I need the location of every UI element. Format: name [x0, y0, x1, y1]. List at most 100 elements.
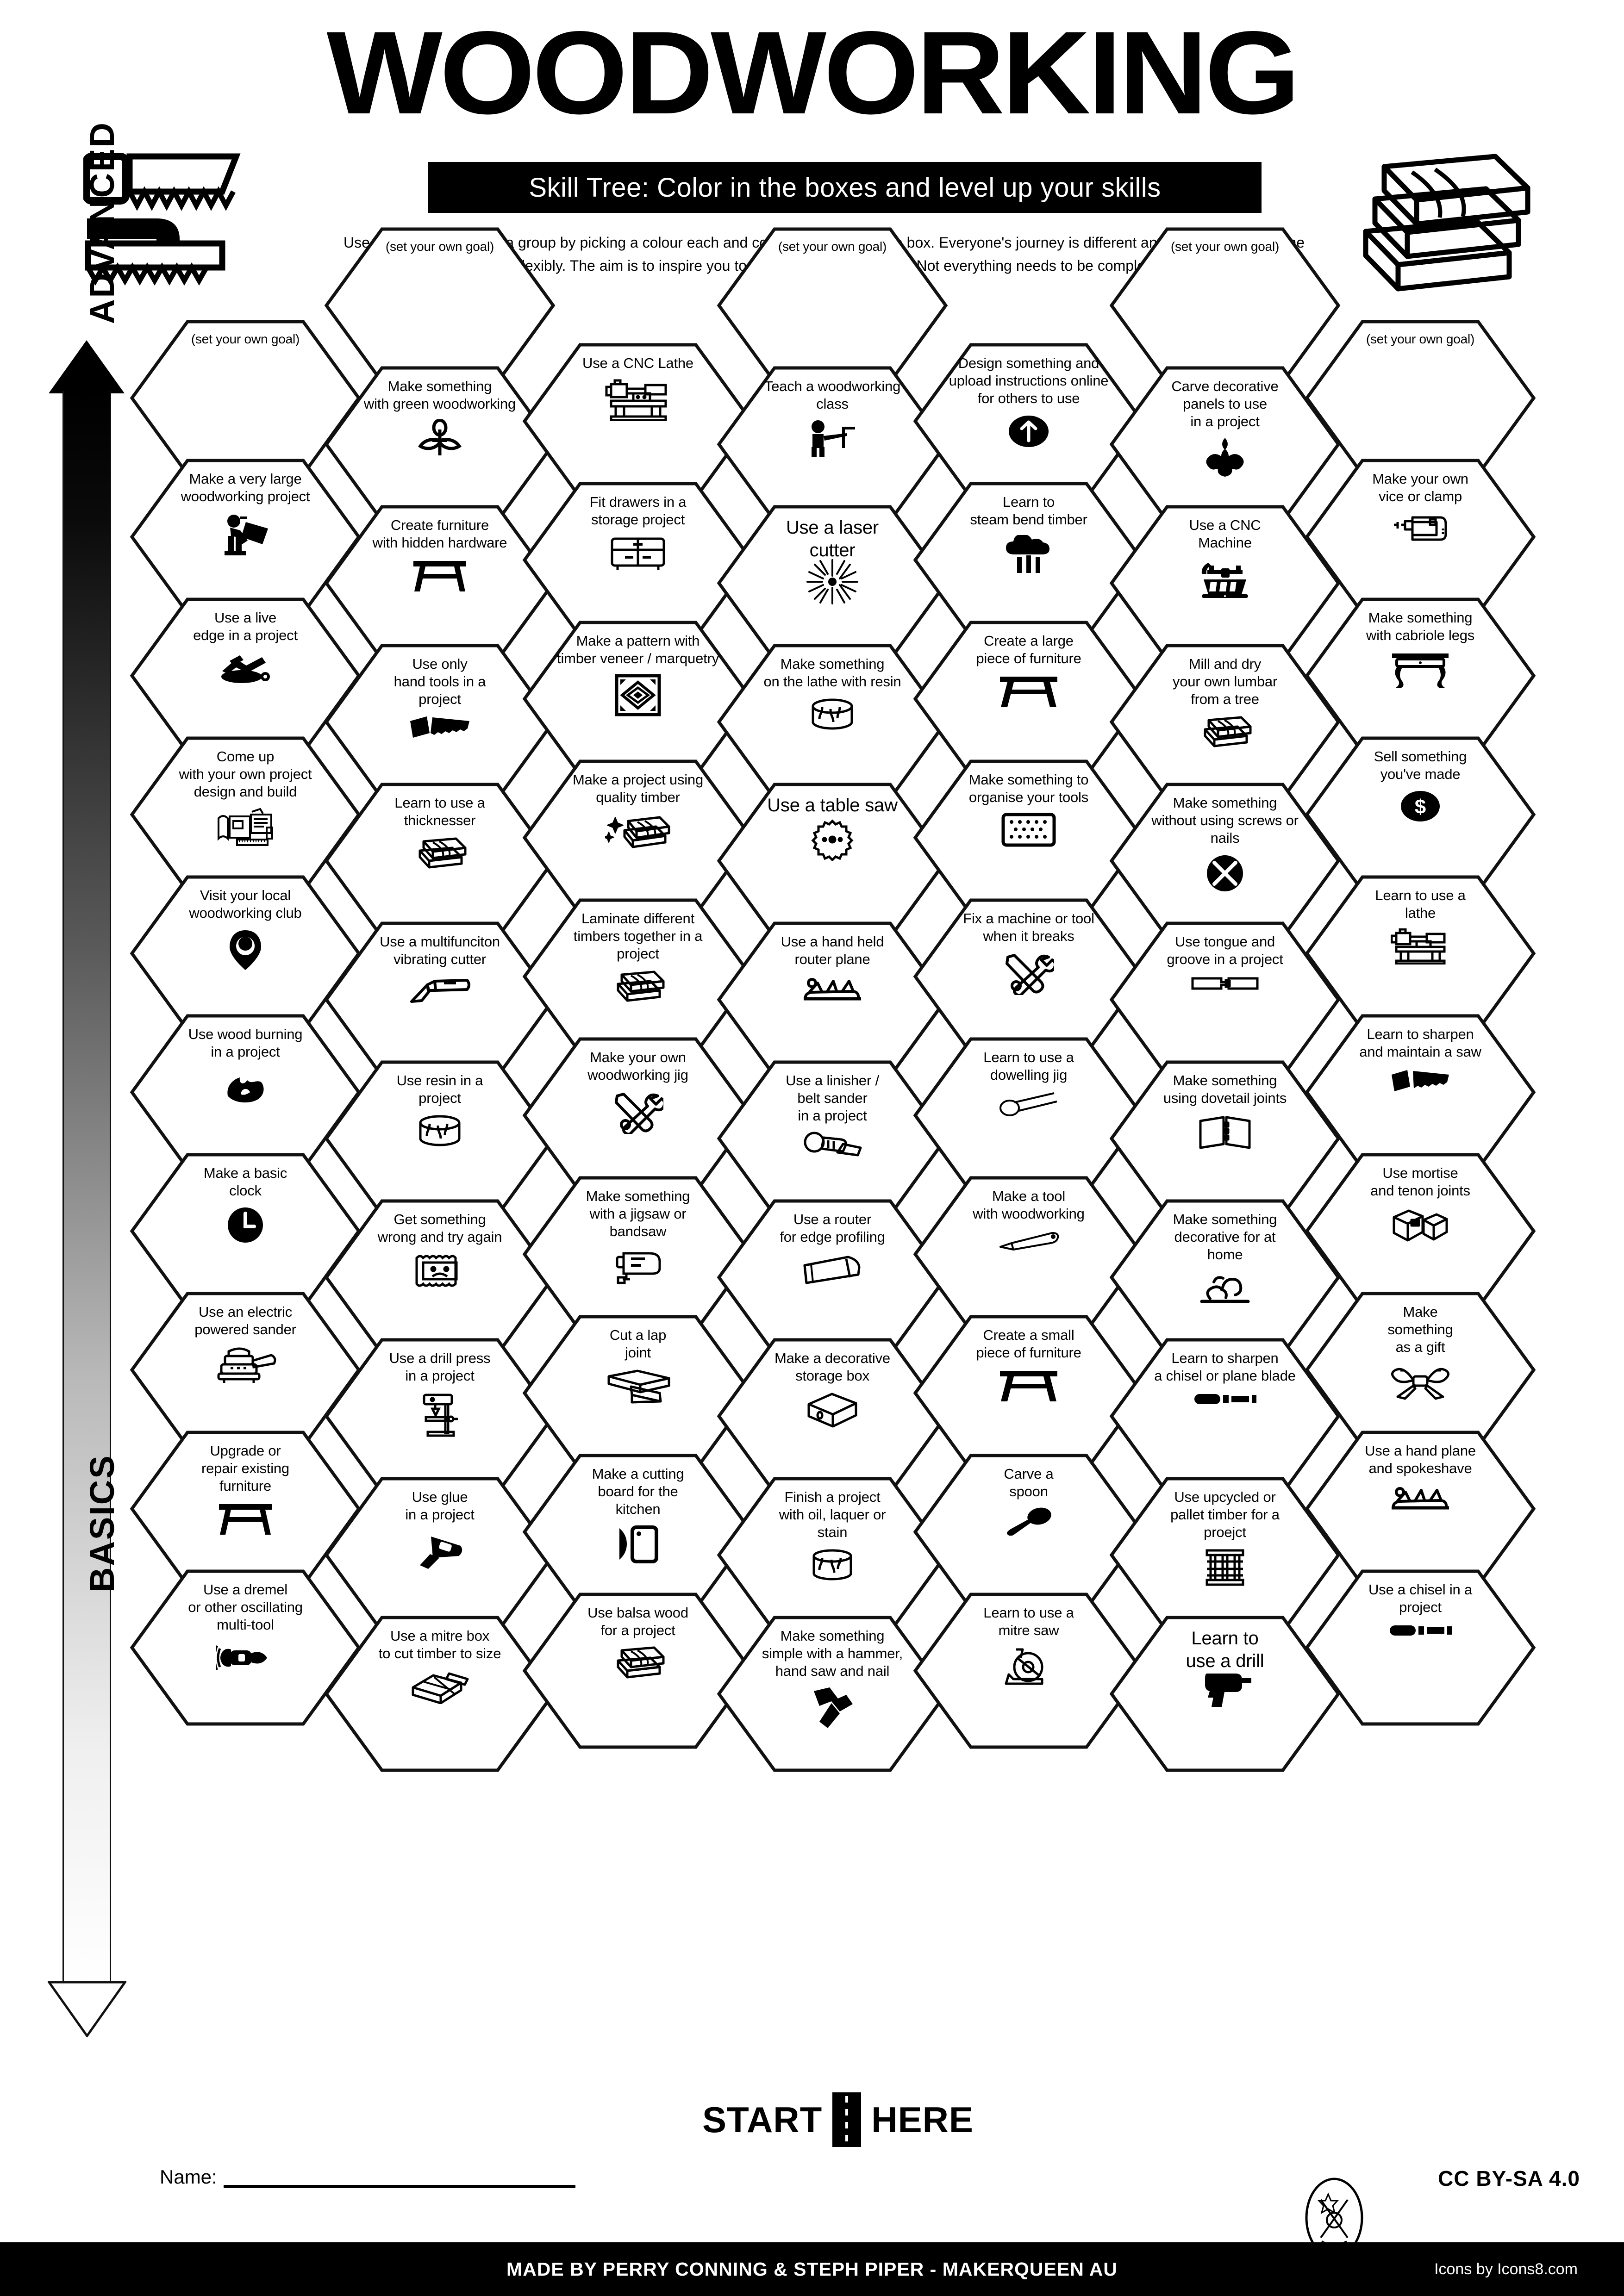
skill-hex-c3-r5[interactable]: Use a hand held router plane [717, 921, 948, 1078]
skill-hex-c3-r9[interactable]: Finish a project with oil, laquer or stain [717, 1476, 948, 1634]
skill-hex-c1-r4[interactable]: Learn to use a thicknesser [324, 782, 556, 940]
skill-hex-c1-r1[interactable]: Make something with green woodworking [324, 366, 556, 523]
here-label: HERE [871, 2099, 974, 2140]
skill-hex-c2-r1[interactable]: Fit drawers in a storage project [522, 481, 754, 639]
skill-hex-c4-r6[interactable]: Make a tool with woodworking [913, 1176, 1144, 1333]
name-input-line[interactable] [223, 2184, 575, 2188]
skill-hex-c3-r10[interactable]: Make something simple with a hammer, hand … [717, 1615, 948, 1773]
saw-blade-icon [717, 818, 948, 861]
bench-icon [130, 1501, 361, 1536]
skill-label: Make a project using quality timber [572, 772, 704, 805]
skill-label: Use a mitre box to cut timber to size [378, 1628, 501, 1661]
timber-stack-icon [1343, 148, 1537, 294]
skill-hex-c5-r7[interactable]: Make something decorative for at home [1109, 1199, 1341, 1356]
flame-icon [130, 1067, 361, 1105]
skill-label: Use a live edge in a project [193, 610, 298, 643]
skill-hex-c5-r4[interactable]: Make something without using screws or nai… [1109, 782, 1341, 940]
skill-hex-c0-r4[interactable]: Visit your local woodworking club [130, 875, 361, 1032]
drill-icon [1109, 1669, 1341, 1708]
skill-label: Make a very large woodworking project [181, 471, 310, 504]
skill-label: Make something as a gift [1387, 1304, 1453, 1355]
skill-label: Design something and upload instructions … [949, 355, 1109, 406]
hexagon-outline [913, 1593, 1144, 1749]
skill-hex-c6-r3[interactable]: Sell something you've made $ [1305, 736, 1536, 893]
skill-label: Use resin in a project [396, 1072, 483, 1106]
map-pin-icon [130, 928, 361, 972]
glue-gun-icon [324, 1530, 556, 1570]
hexagon-outline [324, 1616, 556, 1772]
skill-hex-c3-r6[interactable]: Use a linisher / belt sander in a project [717, 1060, 948, 1217]
chisel-icon [1305, 1623, 1536, 1638]
skill-hex-c3-r0[interactable]: (set your own goal) [717, 227, 948, 384]
skill-label: Use balsa wood for a project [587, 1605, 688, 1638]
name-field-row[interactable]: Name: [160, 2166, 575, 2188]
skill-hex-c2-r9[interactable]: Use balsa wood for a project [522, 1592, 754, 1749]
handsaw-icon [82, 153, 301, 289]
skill-hex-c5-r2[interactable]: Use a CNC Machine [1109, 504, 1341, 662]
skill-label: Use a drill press in a project [389, 1350, 491, 1384]
skill-hex-c0-r5[interactable]: Use wood burning in a project [130, 1014, 361, 1171]
skill-hex-c3-r4[interactable]: Use a table saw [717, 782, 948, 940]
skill-label: Come up with your own project design and b… [179, 748, 312, 800]
skill-hex-c6-r7[interactable]: Make something as a gift [1305, 1291, 1536, 1449]
arrow-down-icon [48, 1981, 126, 2037]
skill-hex-c0-r7[interactable]: Use an electric powered sander [130, 1291, 361, 1449]
skill-hex-c3-r8[interactable]: Make a decorative storage box [717, 1338, 948, 1495]
skill-label: Use only hand tools in a project [394, 656, 486, 707]
skill-hex-c5-r1[interactable]: Carve decorative panels to use in a projec… [1109, 366, 1341, 523]
skill-hex-c1-r9[interactable]: Use glue in a project [324, 1476, 556, 1634]
pallet-icon [1109, 1548, 1341, 1587]
skill-hex-c6-r9[interactable]: Use a chisel in a project [1305, 1569, 1536, 1726]
skill-hex-c4-r9[interactable]: Learn to use a mitre saw [913, 1592, 1144, 1749]
cabriole-table-icon [1305, 651, 1536, 689]
hexagon-outline [130, 1569, 361, 1726]
skill-hex-c0-r9[interactable]: Use a dremel or other oscillating multi-to… [130, 1569, 361, 1726]
skill-label: Learn to steam bend timber [970, 494, 1087, 528]
skill-hex-c1-r5[interactable]: Use a multifunciton vibrating cutter [324, 921, 556, 1078]
skill-hex-c4-r1[interactable]: Learn to steam bend timber [913, 481, 1144, 639]
skill-hex-c1-r8[interactable]: Use a drill press in a project [324, 1338, 556, 1495]
skill-hex-c2-r2[interactable]: Make a pattern with timber veneer / marqu… [522, 620, 754, 778]
skill-hex-c1-r10[interactable]: Use a mitre box to cut timber to size [324, 1615, 556, 1773]
drill-press-icon [324, 1391, 556, 1439]
skill-label: Make something on the lathe with resin [763, 656, 901, 690]
timber-stack-icon [522, 969, 754, 1005]
skill-hex-c1-r0[interactable]: (set your own goal) [324, 227, 556, 384]
skill-hex-c5-r8[interactable]: Learn to sharpen a chisel or plane blade [1109, 1338, 1341, 1495]
skill-hex-c2-r7[interactable]: Cut a lap joint [522, 1314, 754, 1472]
skill-hex-c1-r7[interactable]: Get something wrong and try again [324, 1199, 556, 1356]
skill-hex-c2-r0[interactable]: Use a CNC Lathe [522, 342, 754, 500]
skill-hex-c0-r6[interactable]: Make a basic clock [130, 1152, 361, 1310]
skill-hex-c6-r5[interactable]: Learn to sharpen and maintain a saw [1305, 1014, 1536, 1171]
skill-hex-c6-r0[interactable]: (set your own goal) [1305, 319, 1536, 477]
skill-hex-c1-r6[interactable]: Use resin in a project [324, 1060, 556, 1217]
skill-hex-c2-r5[interactable]: Make your own woodworking jig [522, 1037, 754, 1194]
skill-hex-c1-r3[interactable]: Use only hand tools in a project [324, 643, 556, 801]
skill-label: Teach a woodworking class [764, 378, 901, 412]
skill-label: Make a pattern with timber veneer / marqu… [557, 633, 719, 666]
skill-hex-c4-r0[interactable]: Design something and upload instructions … [913, 342, 1144, 500]
skill-hex-c6-r2[interactable]: Make something with cabriole legs [1305, 597, 1536, 754]
skill-hex-c3-r7[interactable]: Use a router for edge profiling [717, 1199, 948, 1356]
skill-hex-c6-r6[interactable]: Use mortise and tenon joints [1305, 1152, 1536, 1310]
skill-hex-c6-r4[interactable]: Learn to use a lathe [1305, 875, 1536, 1032]
skill-label: Learn to sharpen a chisel or plane blade [1154, 1350, 1296, 1384]
dollar-icon: $ [1305, 790, 1536, 823]
belt-sander-icon [717, 1131, 948, 1163]
skill-label: Make a basic clock [203, 1165, 287, 1199]
skill-label: Make something to organise your tools [968, 772, 1089, 805]
skill-hex-c5-r9[interactable]: Use upcycled or pallet timber for a proejc… [1109, 1476, 1341, 1634]
skill-hex-c6-r1[interactable]: Make your own vice or clamp [1305, 458, 1536, 616]
skill-hex-c6-r8[interactable]: Use a hand plane and spokeshave [1305, 1430, 1536, 1587]
ornament-icon [1109, 1270, 1341, 1305]
storage-box-icon [717, 1391, 948, 1430]
skill-hex-c2-r6[interactable]: Make something with a jigsaw or bandsaw [522, 1176, 754, 1333]
skill-hex-c1-r2[interactable]: Create furniture with hidden hardware [324, 504, 556, 662]
skill-label: Make a cutting board for the kitchen [592, 1466, 684, 1517]
skill-hex-c4-r8[interactable]: Carve a spoon [913, 1453, 1144, 1611]
skill-hex-c4-r3[interactable]: Make something to organise your tools [913, 759, 1144, 916]
skill-hex-c5-r10[interactable]: Learn to use a drill [1109, 1615, 1341, 1773]
skill-hex-c0-r2[interactable]: Use a live edge in a project [130, 597, 361, 754]
